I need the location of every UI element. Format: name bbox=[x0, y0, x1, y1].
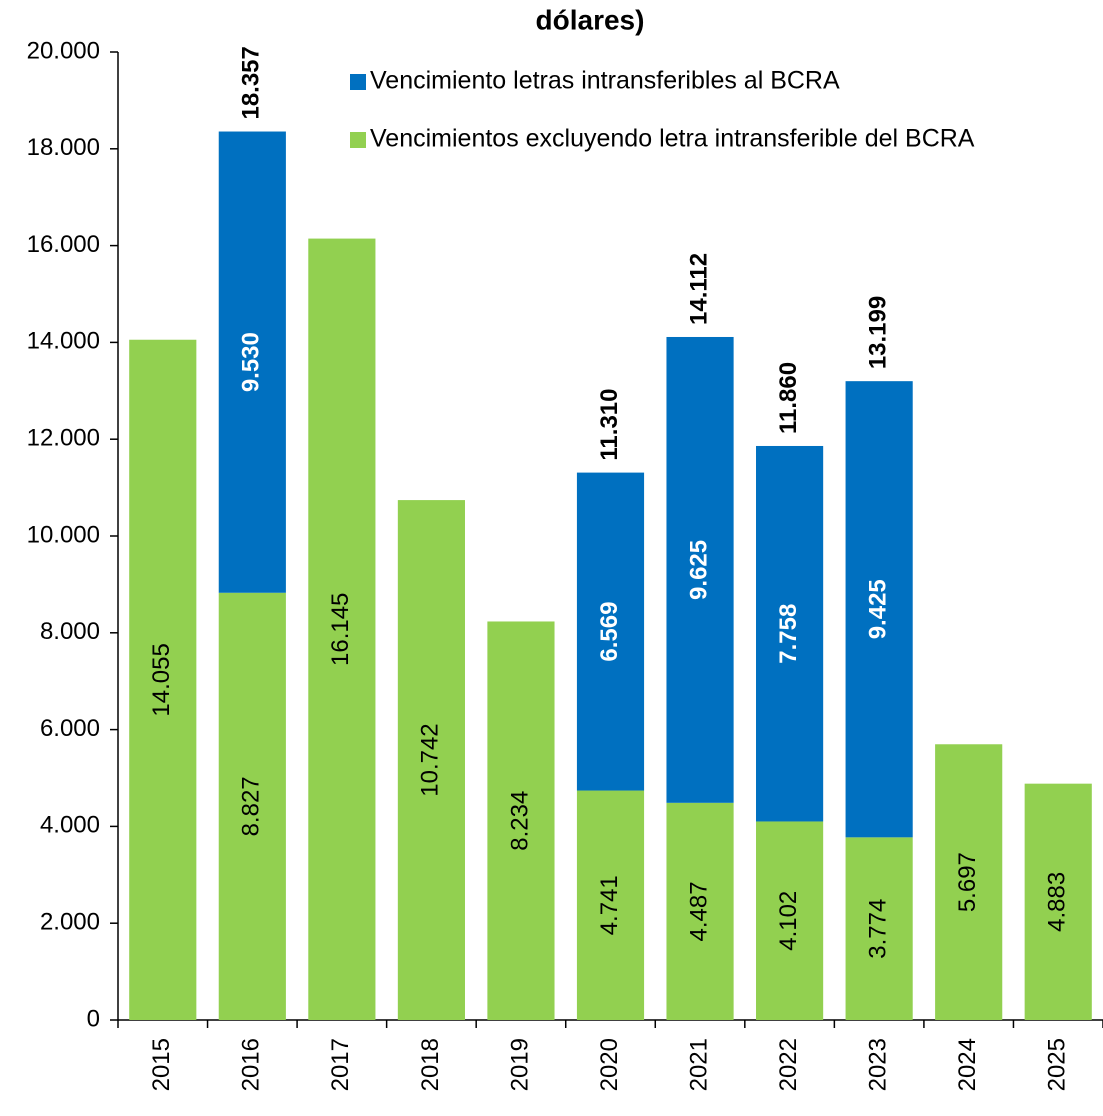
bar-segment bbox=[935, 744, 1003, 1020]
total-label: 14.112 bbox=[685, 253, 712, 325]
value-label: 8.827 bbox=[238, 776, 265, 836]
value-label: 4.883 bbox=[1044, 872, 1071, 932]
bar-segment bbox=[1024, 783, 1092, 1020]
value-label: 4.741 bbox=[596, 875, 623, 935]
value-label: 16.145 bbox=[327, 593, 354, 666]
value-label: 8.234 bbox=[506, 791, 533, 851]
value-label: 10.742 bbox=[417, 723, 444, 796]
value-label: 9.425 bbox=[864, 579, 891, 639]
bar-segment bbox=[756, 445, 824, 822]
value-label: 4.102 bbox=[775, 891, 802, 951]
y-tick-label: 20.000 bbox=[27, 37, 100, 64]
y-tick-label: 0 bbox=[87, 1005, 100, 1032]
x-tick-label: 2024 bbox=[954, 1038, 981, 1091]
value-label: 4.487 bbox=[685, 881, 712, 941]
legend-swatch bbox=[350, 74, 366, 90]
bar-segment bbox=[487, 621, 555, 1020]
y-tick-label: 6.000 bbox=[40, 715, 100, 742]
value-label: 6.569 bbox=[596, 602, 623, 662]
legend-label: Vencimientos excluyendo letra intransfer… bbox=[370, 125, 975, 153]
bar-segment bbox=[397, 500, 465, 1021]
bar-segment bbox=[129, 339, 197, 1020]
y-tick-label: 18.000 bbox=[27, 134, 100, 161]
y-tick-label: 16.000 bbox=[27, 231, 100, 258]
bar-segment bbox=[756, 821, 824, 1020]
value-label: 9.530 bbox=[238, 332, 265, 392]
total-label: 11.310 bbox=[596, 389, 623, 461]
bar-segment bbox=[576, 472, 645, 791]
x-tick-label: 2017 bbox=[327, 1038, 354, 1091]
bar-segment bbox=[308, 238, 376, 1020]
bar-segment bbox=[845, 381, 913, 838]
value-label: 7.758 bbox=[775, 604, 802, 664]
y-tick-label: 12.000 bbox=[27, 425, 100, 452]
legend-swatch bbox=[350, 132, 366, 148]
y-tick-label: 10.000 bbox=[27, 521, 100, 548]
total-label: 11.860 bbox=[775, 362, 802, 434]
y-tick-label: 2.000 bbox=[40, 909, 100, 936]
x-tick-label: 2023 bbox=[864, 1038, 891, 1091]
bar-segment bbox=[218, 592, 286, 1020]
x-tick-label: 2021 bbox=[685, 1038, 712, 1091]
y-tick-label: 4.000 bbox=[40, 812, 100, 839]
total-label: 13.199 bbox=[864, 296, 891, 369]
bar-segment bbox=[845, 837, 913, 1020]
y-tick-label: 8.000 bbox=[40, 618, 100, 645]
y-tick-label: 14.000 bbox=[27, 328, 100, 355]
x-tick-label: 2022 bbox=[775, 1038, 802, 1091]
legend-label: Vencimiento letras intransferibles al BC… bbox=[370, 67, 840, 95]
x-tick-label: 2015 bbox=[148, 1038, 175, 1091]
x-tick-label: 2020 bbox=[596, 1038, 623, 1091]
value-label: 3.774 bbox=[864, 899, 891, 959]
value-label: 5.697 bbox=[954, 852, 981, 912]
bar-segment bbox=[666, 802, 734, 1020]
bar-segment bbox=[576, 790, 645, 1020]
total-label: 18.357 bbox=[238, 46, 265, 119]
bar-segment bbox=[666, 336, 734, 803]
x-tick-label: 2019 bbox=[506, 1038, 533, 1091]
chart-title: dólares) bbox=[536, 4, 645, 35]
x-tick-label: 2018 bbox=[417, 1038, 444, 1091]
value-label: 9.625 bbox=[685, 540, 712, 600]
bar-segment bbox=[218, 131, 286, 593]
x-tick-label: 2025 bbox=[1044, 1038, 1071, 1091]
value-label: 14.055 bbox=[148, 643, 175, 716]
x-tick-label: 2016 bbox=[238, 1038, 265, 1091]
